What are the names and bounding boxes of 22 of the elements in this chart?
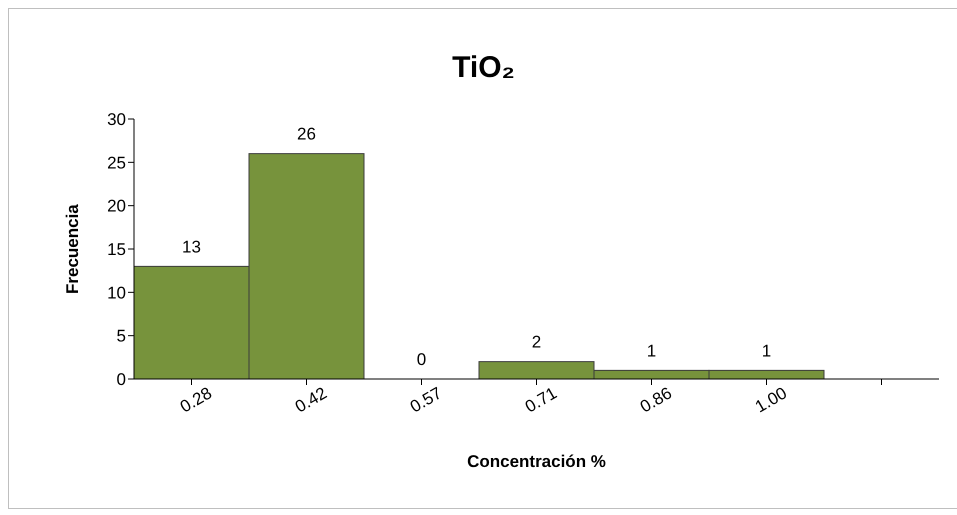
data-label: 1	[762, 341, 772, 360]
data-label: 1	[646, 341, 656, 360]
y-tick-label: 25	[107, 153, 126, 172]
data-label: 2	[532, 332, 542, 352]
data-label: 0	[416, 350, 426, 369]
y-tick-label: 20	[107, 196, 126, 216]
y-tick-label: 10	[107, 283, 126, 302]
x-tick-label: 0.86	[636, 383, 676, 416]
chart-title: TiO₂	[451, 51, 516, 85]
y-tick-label: 5	[116, 326, 126, 346]
x-tick-label: 0.71	[522, 383, 560, 416]
x-tick-label: 0.42	[292, 383, 330, 416]
data-label: 26	[297, 124, 316, 144]
y-axis-title: Frecuencia	[63, 204, 82, 294]
y-tick-label: 30	[107, 110, 126, 130]
x-tick-label: 1.00	[752, 383, 790, 416]
y-tick-label: 15	[107, 240, 126, 260]
x-tick-label: 0.28	[176, 383, 216, 416]
x-tick-label: 0.57	[406, 383, 446, 416]
data-label: 13	[182, 237, 201, 256]
x-axis-title: Concentración %	[467, 452, 606, 471]
y-tick-label: 0	[116, 370, 126, 390]
